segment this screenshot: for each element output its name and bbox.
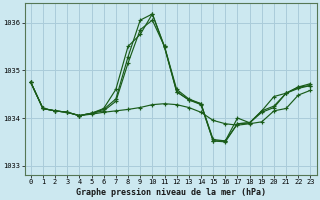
X-axis label: Graphe pression niveau de la mer (hPa): Graphe pression niveau de la mer (hPa) bbox=[76, 188, 266, 197]
